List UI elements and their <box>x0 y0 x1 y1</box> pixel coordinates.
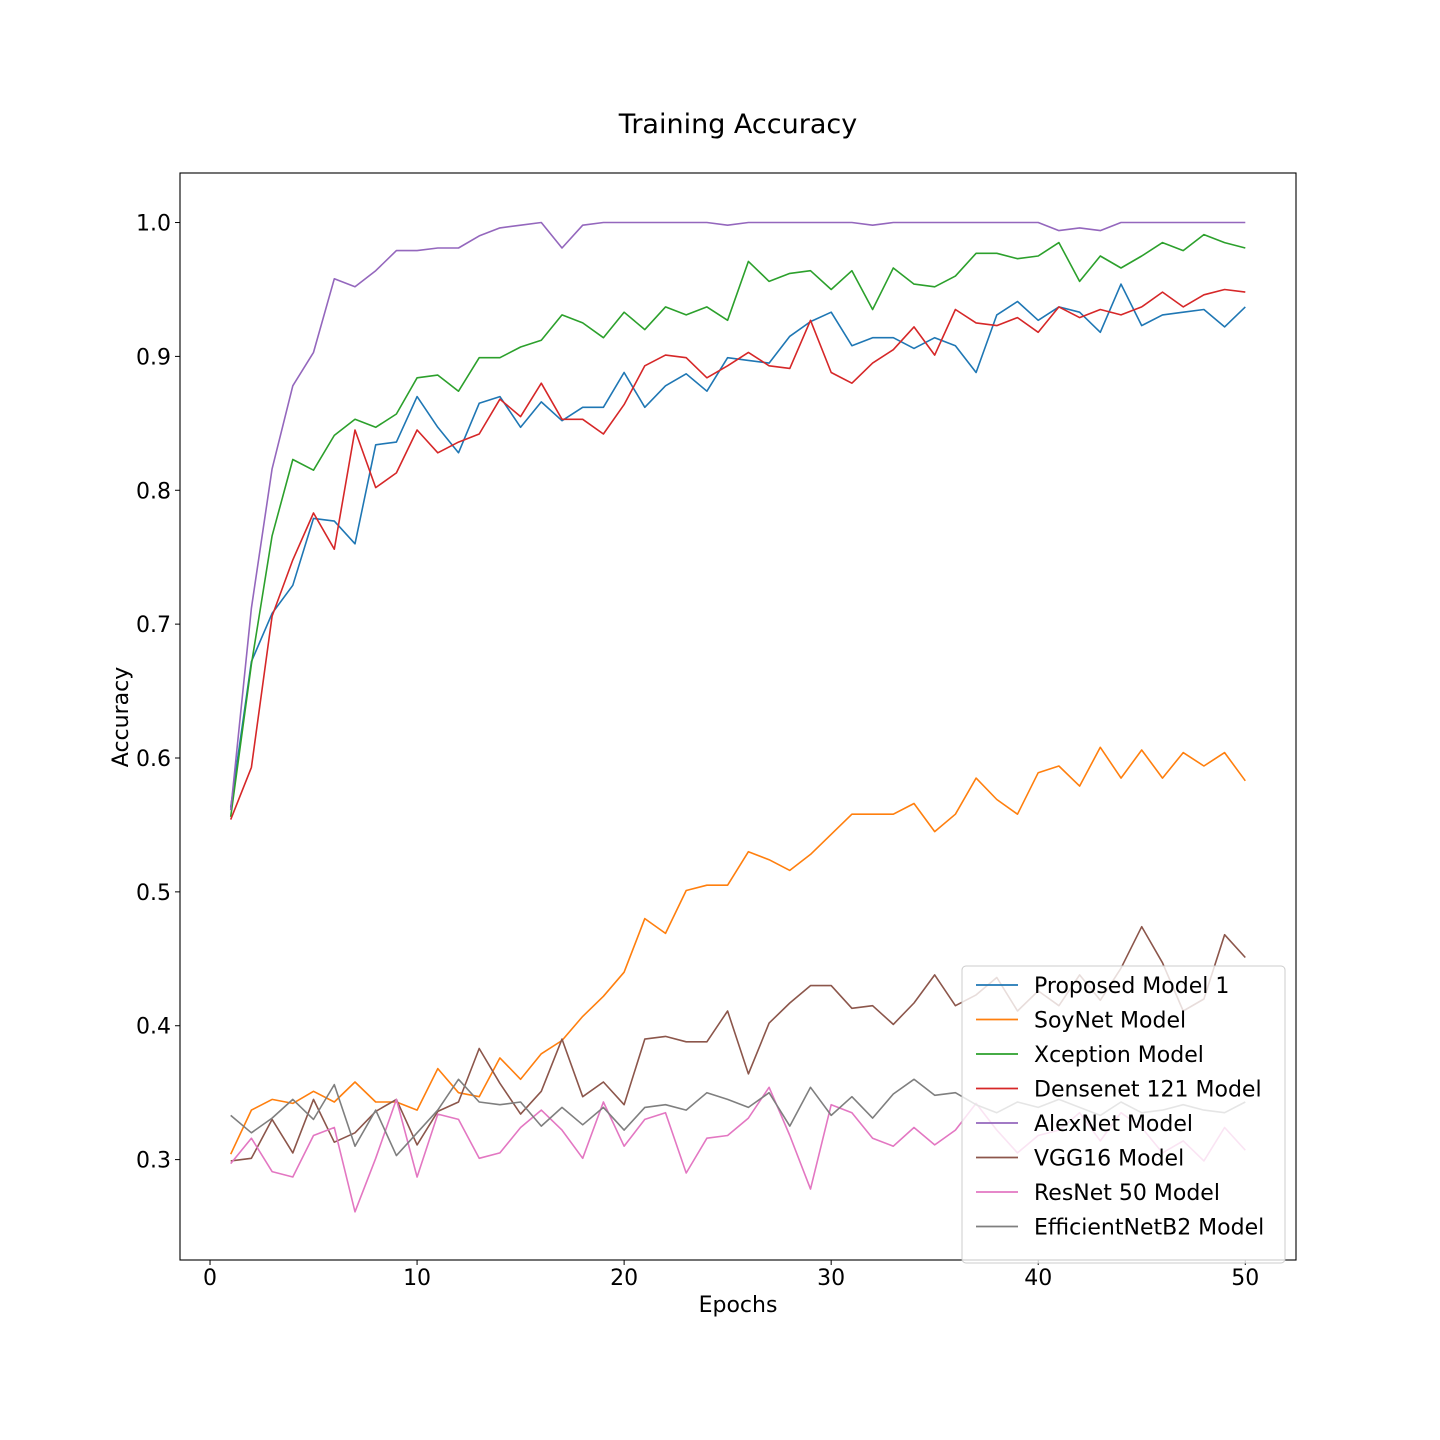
y-tick-label: 0.7 <box>136 613 171 638</box>
y-tick-label: 1.0 <box>136 212 171 237</box>
legend-label: AlexNet Model <box>1034 1112 1193 1137</box>
x-tick-label: 10 <box>403 1266 431 1291</box>
series-line-3 <box>229 233 1246 818</box>
legend-label: ResNet 50 Model <box>1034 1181 1220 1206</box>
legend-label: EfficientNetB2 Model <box>1034 1216 1264 1241</box>
series-line-4 <box>229 288 1246 820</box>
x-axis: 0 10 20 30 40 50 <box>203 1260 1259 1291</box>
legend-box <box>961 965 1286 1264</box>
x-tick-label: 0 <box>203 1266 217 1291</box>
y-tick-label: 0.4 <box>136 1015 171 1040</box>
x-tick-label: 40 <box>1024 1266 1052 1291</box>
chart-title: Training Accuracy <box>618 109 857 140</box>
legend-label: Xception Model <box>1034 1043 1204 1068</box>
legend: Proposed Model 1 SoyNet Model Xception Mod… <box>961 965 1286 1264</box>
legend-label: Proposed Model 1 <box>1034 974 1229 999</box>
y-axis-label: Accuracy <box>109 667 134 767</box>
axes-frame <box>179 172 1297 1261</box>
x-tick-label: 20 <box>610 1266 638 1291</box>
legend-label: VGG16 Model <box>1034 1147 1184 1172</box>
y-axis: 0.3 0.4 0.5 0.6 0.7 0.8 0.9 1.0 <box>136 212 180 1174</box>
x-axis-label: Epochs <box>699 1293 778 1318</box>
x-tick-label: 30 <box>817 1266 845 1291</box>
series-line-2 <box>229 746 1246 1155</box>
series-line-5 <box>229 221 1246 811</box>
y-tick-label: 0.6 <box>136 747 171 772</box>
x-tick-label: 50 <box>1231 1266 1259 1291</box>
y-tick-label: 0.9 <box>136 345 171 370</box>
y-tick-label: 0.5 <box>136 881 171 906</box>
y-tick-label: 0.8 <box>136 479 171 504</box>
y-tick-label: 0.3 <box>136 1149 171 1174</box>
legend-label: Densenet 121 Model <box>1034 1078 1262 1103</box>
legend-label: SoyNet Model <box>1034 1009 1186 1034</box>
